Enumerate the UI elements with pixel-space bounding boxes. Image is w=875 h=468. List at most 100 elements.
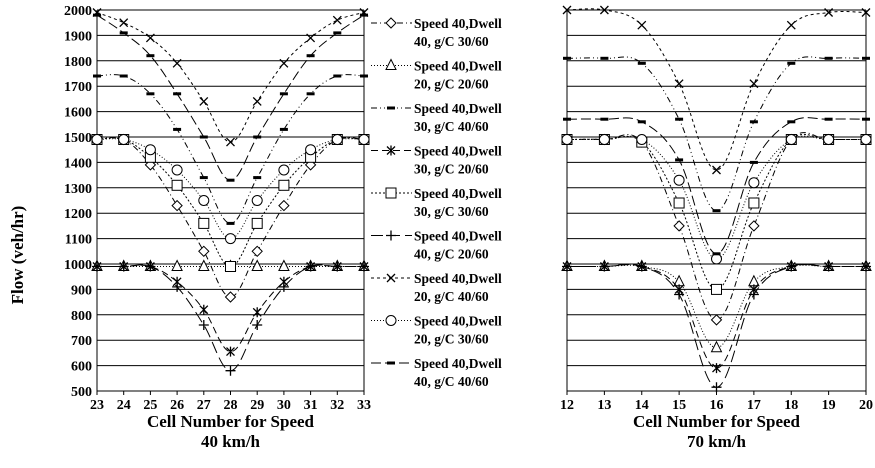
right-series-8-point [823,134,835,145]
left-series-6-point [118,261,129,272]
left-series-8-point [171,164,183,176]
right-series-5-point [748,197,760,209]
right-series-9-point [637,120,646,124]
left-series-6-point [92,261,102,272]
right-x-tick-label: 13 [597,398,611,413]
left-series-line-5 [96,137,365,268]
right-series-8-point [673,174,685,186]
left-series-8-point [225,233,236,245]
left-series-3-point [93,74,101,78]
right-series-7-point [599,5,609,15]
left-series-2-point [251,259,264,271]
right-series-9-point [712,252,721,256]
legend-marker-7 [386,273,396,283]
right-x-tick-label: 19 [822,398,836,413]
right-series-line-2 [567,264,866,349]
left-series-9-point [360,13,368,17]
right-series-8-point [561,134,573,145]
left-y-tick-label: 1200 [64,207,92,222]
left-series-9-point [253,135,262,139]
legend-marker-5 [385,187,397,199]
right-series-6-point [823,261,834,272]
right-series-1-point [748,220,760,232]
right-chart: 12 13 14 15 16 17 18 19 20 Cell Number for Speed7… [560,5,873,451]
right-series-3-point [862,56,870,60]
right-series-line-1 [566,132,866,321]
left-series-3-point [199,176,208,180]
left-x-tick-label: 31 [304,398,318,413]
left-series-3-point [279,127,288,131]
left-series-7-point [332,15,342,25]
legend-marker-8 [385,315,397,326]
left-series-3-point [333,74,342,78]
legend: Speed 40,Dwell 40, g/C 30/60 Speed 40,Dwel… [371,16,502,389]
right-series-9-point [862,117,870,121]
left-series-6-point [278,281,289,292]
left-series-3-point [360,74,368,78]
legend-label-3: Speed 40,Dwell [414,101,502,116]
left-x-tick-label: 33 [357,398,371,413]
left-series-8-point [251,195,263,206]
left-y-tick-label: 1300 [64,182,92,197]
left-series-line-1 [96,136,365,298]
right-series-9-point [600,117,609,121]
right-series-8-point [711,253,722,265]
legend-label-1-line2: 40, g/C 30/60 [414,34,489,49]
legend-label-8-line2: 20, g/C 30/60 [414,332,489,347]
left-series-3-point [146,92,155,96]
right-x-tick-label: 17 [747,398,761,413]
right-x-tick-label: 14 [635,398,649,413]
right-series-3-point [563,56,571,60]
legend-label-2-line2: 20, g/C 20/60 [414,77,489,92]
legend-label-5: Speed 40,Dwell [414,186,502,201]
left-x-tick-label: 29 [250,398,264,413]
right-series-line-7 [566,8,867,171]
legend-label-4: Speed 40,Dwell [414,144,502,159]
left-series-9-point [333,31,342,35]
right-series-3-point [637,61,646,65]
right-series-8-point [860,134,872,145]
left-series-6-point [225,365,236,376]
legend-label-9-line2: 40, g/C 40/60 [414,374,489,389]
left-y-tick-label: 1100 [65,233,92,248]
right-series-7-point [786,20,796,30]
right-series-9-point [749,160,758,164]
left-y-tick-label: 500 [71,385,92,400]
legend-label-4-line2: 30, g/C 20/60 [414,162,489,177]
right-series-line-8 [567,135,866,260]
left-series-9-point [173,92,182,96]
legend-label-8: Speed 40,Dwell [414,314,502,329]
left-x-tick-label: 25 [143,398,157,413]
left-y-tick-label: 1400 [64,156,92,171]
left-chart: 500 600 700 800 900 1000 1100 1200 1300 1400 1500 1… [64,4,371,451]
right-x-tick-label: 12 [560,398,574,413]
legend-marker-1 [385,17,397,29]
left-series-1-point [278,199,290,212]
right-series-9-point [824,117,833,121]
left-x-tick-label: 27 [197,398,211,413]
left-series-9-point [93,13,101,17]
left-x-tick-label: 26 [170,398,184,413]
left-series-2-point [197,259,210,271]
legend-label-6-line2: 40, g/C 20/60 [414,247,489,262]
right-series-6-point [562,261,572,272]
left-series-7-point [252,96,262,106]
right-series-3-point [749,120,758,124]
left-series-5-point [278,179,290,191]
left-x-tick-label: 28 [224,398,238,413]
left-series-line-4 [97,264,364,353]
left-y-tick-label: 1600 [64,106,92,121]
left-y-tick-label: 600 [71,360,92,375]
left-series-9-point [119,31,128,35]
left-series-9-point [279,92,288,96]
right-series-4-point [712,363,721,374]
right-series-2-point [710,340,723,353]
left-series-9-point [199,135,208,139]
right-series-7-point [562,5,572,15]
right-series-6-point [636,261,647,272]
left-series-8-point [278,164,290,176]
left-series-8-point [144,144,156,156]
left-series-5-point [251,217,263,229]
left-x-tick-label: 30 [277,398,291,413]
